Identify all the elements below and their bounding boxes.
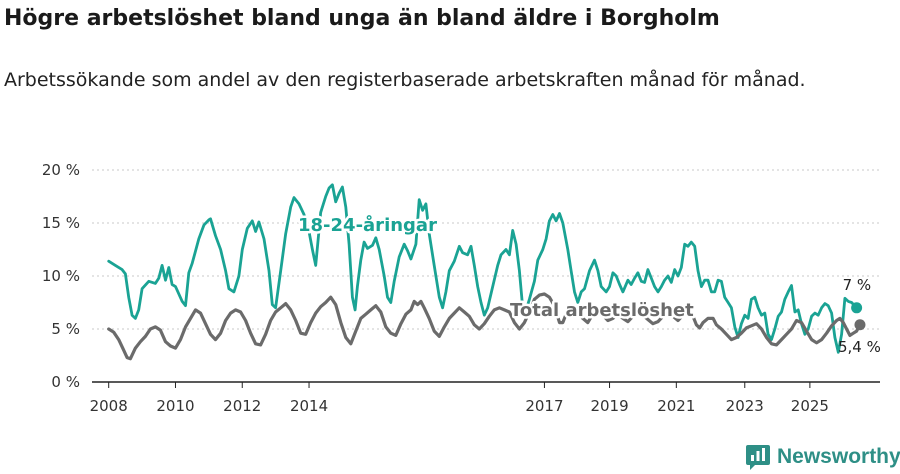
x-tick-label: 2023 — [726, 397, 764, 415]
series-line-total — [107, 292, 862, 361]
end-value-label-total: 5,4 % — [838, 338, 881, 356]
x-tick-label: 2012 — [223, 397, 261, 415]
series-line-youth — [107, 183, 858, 354]
series-end-point-total — [854, 319, 866, 331]
series-end-point-youth — [851, 302, 863, 314]
brand-logo: Newsworthy — [745, 442, 900, 472]
newsworthy-logo-icon — [746, 445, 770, 470]
x-tick-label: 2014 — [290, 397, 328, 415]
x-tick-label: 2010 — [156, 397, 194, 415]
y-tick-label: 15 % — [42, 214, 80, 232]
x-tick-label: 2019 — [590, 397, 628, 415]
svg-text:18-24-åringar: 18-24-åringar — [298, 214, 437, 236]
svg-text:Total arbetslöshet: Total arbetslöshet — [510, 300, 694, 321]
chart-subtitle: Arbetssökande som andel av den registerb… — [4, 69, 806, 91]
end-value-label-youth: 7 % — [843, 276, 872, 294]
brand-name: Newsworthy — [777, 445, 900, 468]
y-tick-label: 0 % — [51, 373, 80, 391]
chart-title: Högre arbetslöshet bland unga än bland ä… — [4, 6, 720, 31]
x-tick-label: 2021 — [657, 397, 695, 415]
x-tick-label: 2008 — [90, 397, 128, 415]
svg-text:Total arbetslöshet: Total arbetslöshet — [510, 300, 694, 321]
svg-text:18-24-åringar: 18-24-åringar — [298, 214, 437, 236]
y-tick-label: 20 % — [42, 161, 80, 179]
x-tick-label: 2025 — [791, 397, 829, 415]
y-tick-label: 5 % — [51, 320, 80, 338]
x-tick-label: 2017 — [525, 397, 563, 415]
y-tick-label: 10 % — [42, 267, 80, 285]
